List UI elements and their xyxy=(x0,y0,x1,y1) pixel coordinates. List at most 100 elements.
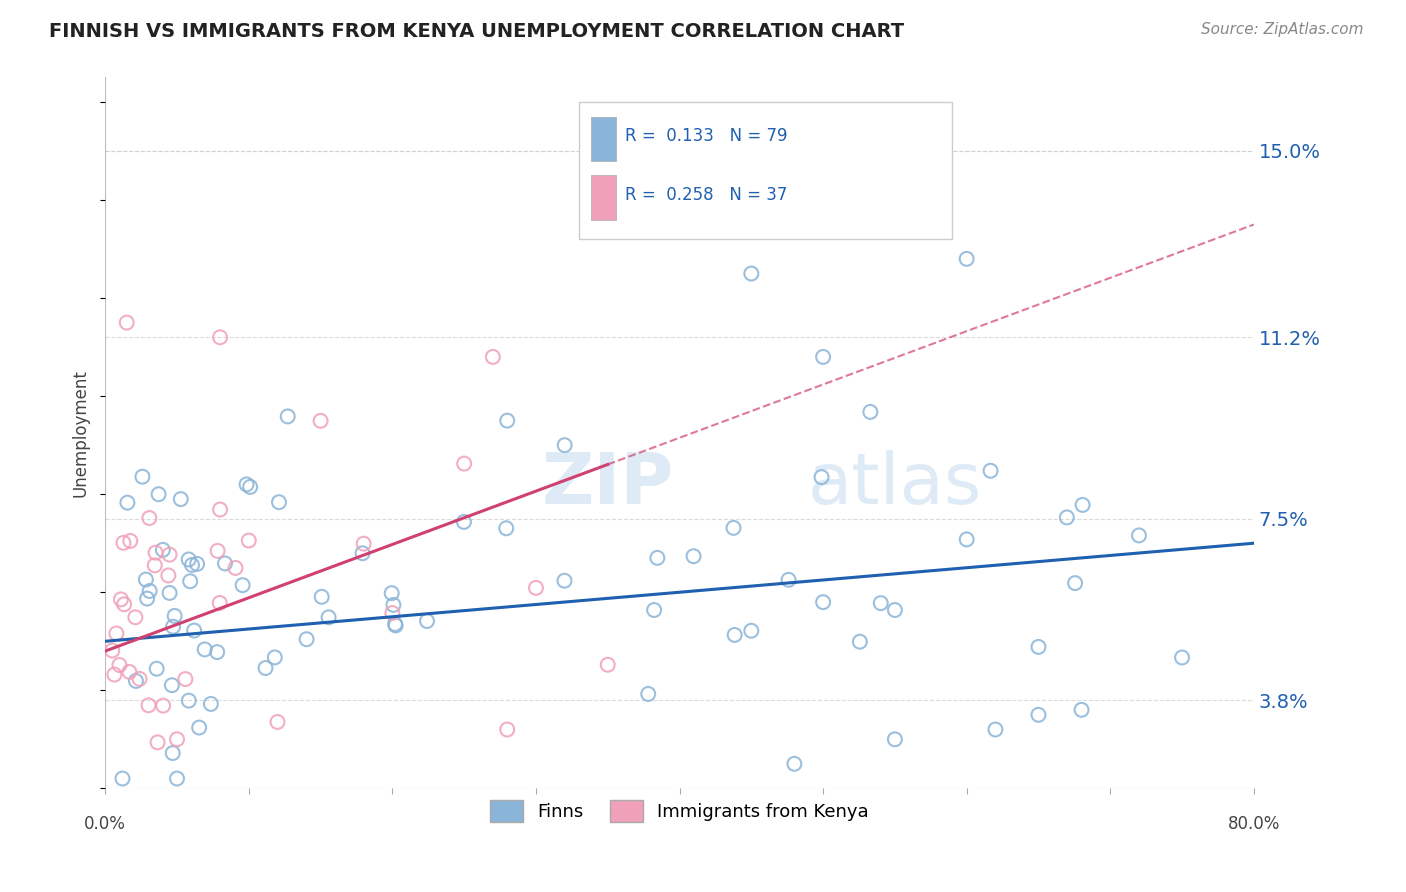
Point xyxy=(108,658,131,673)
Text: Source: ZipAtlas.com: Source: ZipAtlas.com xyxy=(1201,22,1364,37)
Point xyxy=(637,687,659,701)
Point xyxy=(128,672,150,686)
Point xyxy=(135,573,157,587)
Point xyxy=(125,673,148,688)
Point xyxy=(352,546,374,560)
Text: R =  0.258   N = 37: R = 0.258 N = 37 xyxy=(624,186,787,204)
Point xyxy=(778,573,800,587)
Point xyxy=(1128,528,1150,542)
Point xyxy=(482,350,505,364)
Point xyxy=(810,470,832,484)
Point xyxy=(1070,703,1092,717)
Point xyxy=(453,457,475,471)
Point xyxy=(179,574,201,589)
Point xyxy=(596,657,619,672)
Point xyxy=(524,581,547,595)
Point xyxy=(849,634,872,648)
Point xyxy=(148,487,170,501)
Point xyxy=(112,536,135,550)
Text: 0.0%: 0.0% xyxy=(84,815,127,833)
Legend: Finns, Immigrants from Kenya: Finns, Immigrants from Kenya xyxy=(482,793,876,829)
Point xyxy=(136,591,159,606)
Point xyxy=(553,574,575,588)
Point xyxy=(177,693,200,707)
Point xyxy=(207,544,229,558)
Point xyxy=(111,772,134,786)
Point xyxy=(138,511,160,525)
Point xyxy=(1056,510,1078,524)
Point xyxy=(120,533,142,548)
Point xyxy=(145,546,167,560)
Point xyxy=(115,316,138,330)
Point xyxy=(214,557,236,571)
Point xyxy=(309,414,332,428)
Point xyxy=(159,548,181,562)
Point xyxy=(740,624,762,638)
Point xyxy=(160,678,183,692)
Point xyxy=(496,414,519,428)
Point xyxy=(194,642,217,657)
Point xyxy=(103,667,125,681)
Point xyxy=(138,698,160,713)
Point xyxy=(311,590,333,604)
Point xyxy=(384,617,406,632)
Point xyxy=(101,643,124,657)
Point xyxy=(235,477,257,491)
Y-axis label: Unemployment: Unemployment xyxy=(72,369,89,497)
Text: atlas: atlas xyxy=(807,450,981,519)
Point xyxy=(1028,707,1050,722)
Point xyxy=(724,628,747,642)
Point xyxy=(495,521,517,535)
Point xyxy=(266,714,288,729)
Point xyxy=(152,542,174,557)
Point xyxy=(647,550,669,565)
Point xyxy=(159,586,181,600)
Point xyxy=(181,558,204,572)
Text: 80.0%: 80.0% xyxy=(1227,815,1279,833)
Point xyxy=(131,469,153,483)
Point xyxy=(416,614,439,628)
Point xyxy=(205,645,228,659)
Point xyxy=(956,533,979,547)
Point xyxy=(267,495,290,509)
Point xyxy=(177,552,200,566)
Point xyxy=(186,557,208,571)
Point xyxy=(811,595,834,609)
Point xyxy=(1171,650,1194,665)
Point xyxy=(183,624,205,638)
Point xyxy=(384,618,406,632)
Point xyxy=(956,252,979,266)
Point xyxy=(138,584,160,599)
Point xyxy=(208,596,231,610)
Point xyxy=(980,464,1002,478)
Point xyxy=(883,732,905,747)
Point xyxy=(318,610,340,624)
FancyBboxPatch shape xyxy=(579,102,952,239)
Point xyxy=(174,672,197,686)
Point xyxy=(105,626,128,640)
Point xyxy=(883,603,905,617)
Point xyxy=(157,568,180,582)
Point xyxy=(170,492,193,507)
Point xyxy=(238,533,260,548)
Point xyxy=(740,267,762,281)
Point xyxy=(381,606,404,620)
Point xyxy=(124,610,146,624)
Point xyxy=(152,698,174,713)
Point xyxy=(239,480,262,494)
Text: FINNISH VS IMMIGRANTS FROM KENYA UNEMPLOYMENT CORRELATION CHART: FINNISH VS IMMIGRANTS FROM KENYA UNEMPLO… xyxy=(49,22,904,41)
Text: R =  0.133   N = 79: R = 0.133 N = 79 xyxy=(624,128,787,145)
Point xyxy=(209,502,232,516)
Point xyxy=(162,746,184,760)
Point xyxy=(453,515,475,529)
Point xyxy=(811,350,834,364)
Point xyxy=(188,721,211,735)
Point xyxy=(118,665,141,679)
Point xyxy=(1028,640,1050,654)
Point xyxy=(163,609,186,624)
Point xyxy=(166,772,188,786)
Point xyxy=(869,596,891,610)
Point xyxy=(166,732,188,747)
Point xyxy=(496,723,519,737)
Point xyxy=(209,330,232,344)
